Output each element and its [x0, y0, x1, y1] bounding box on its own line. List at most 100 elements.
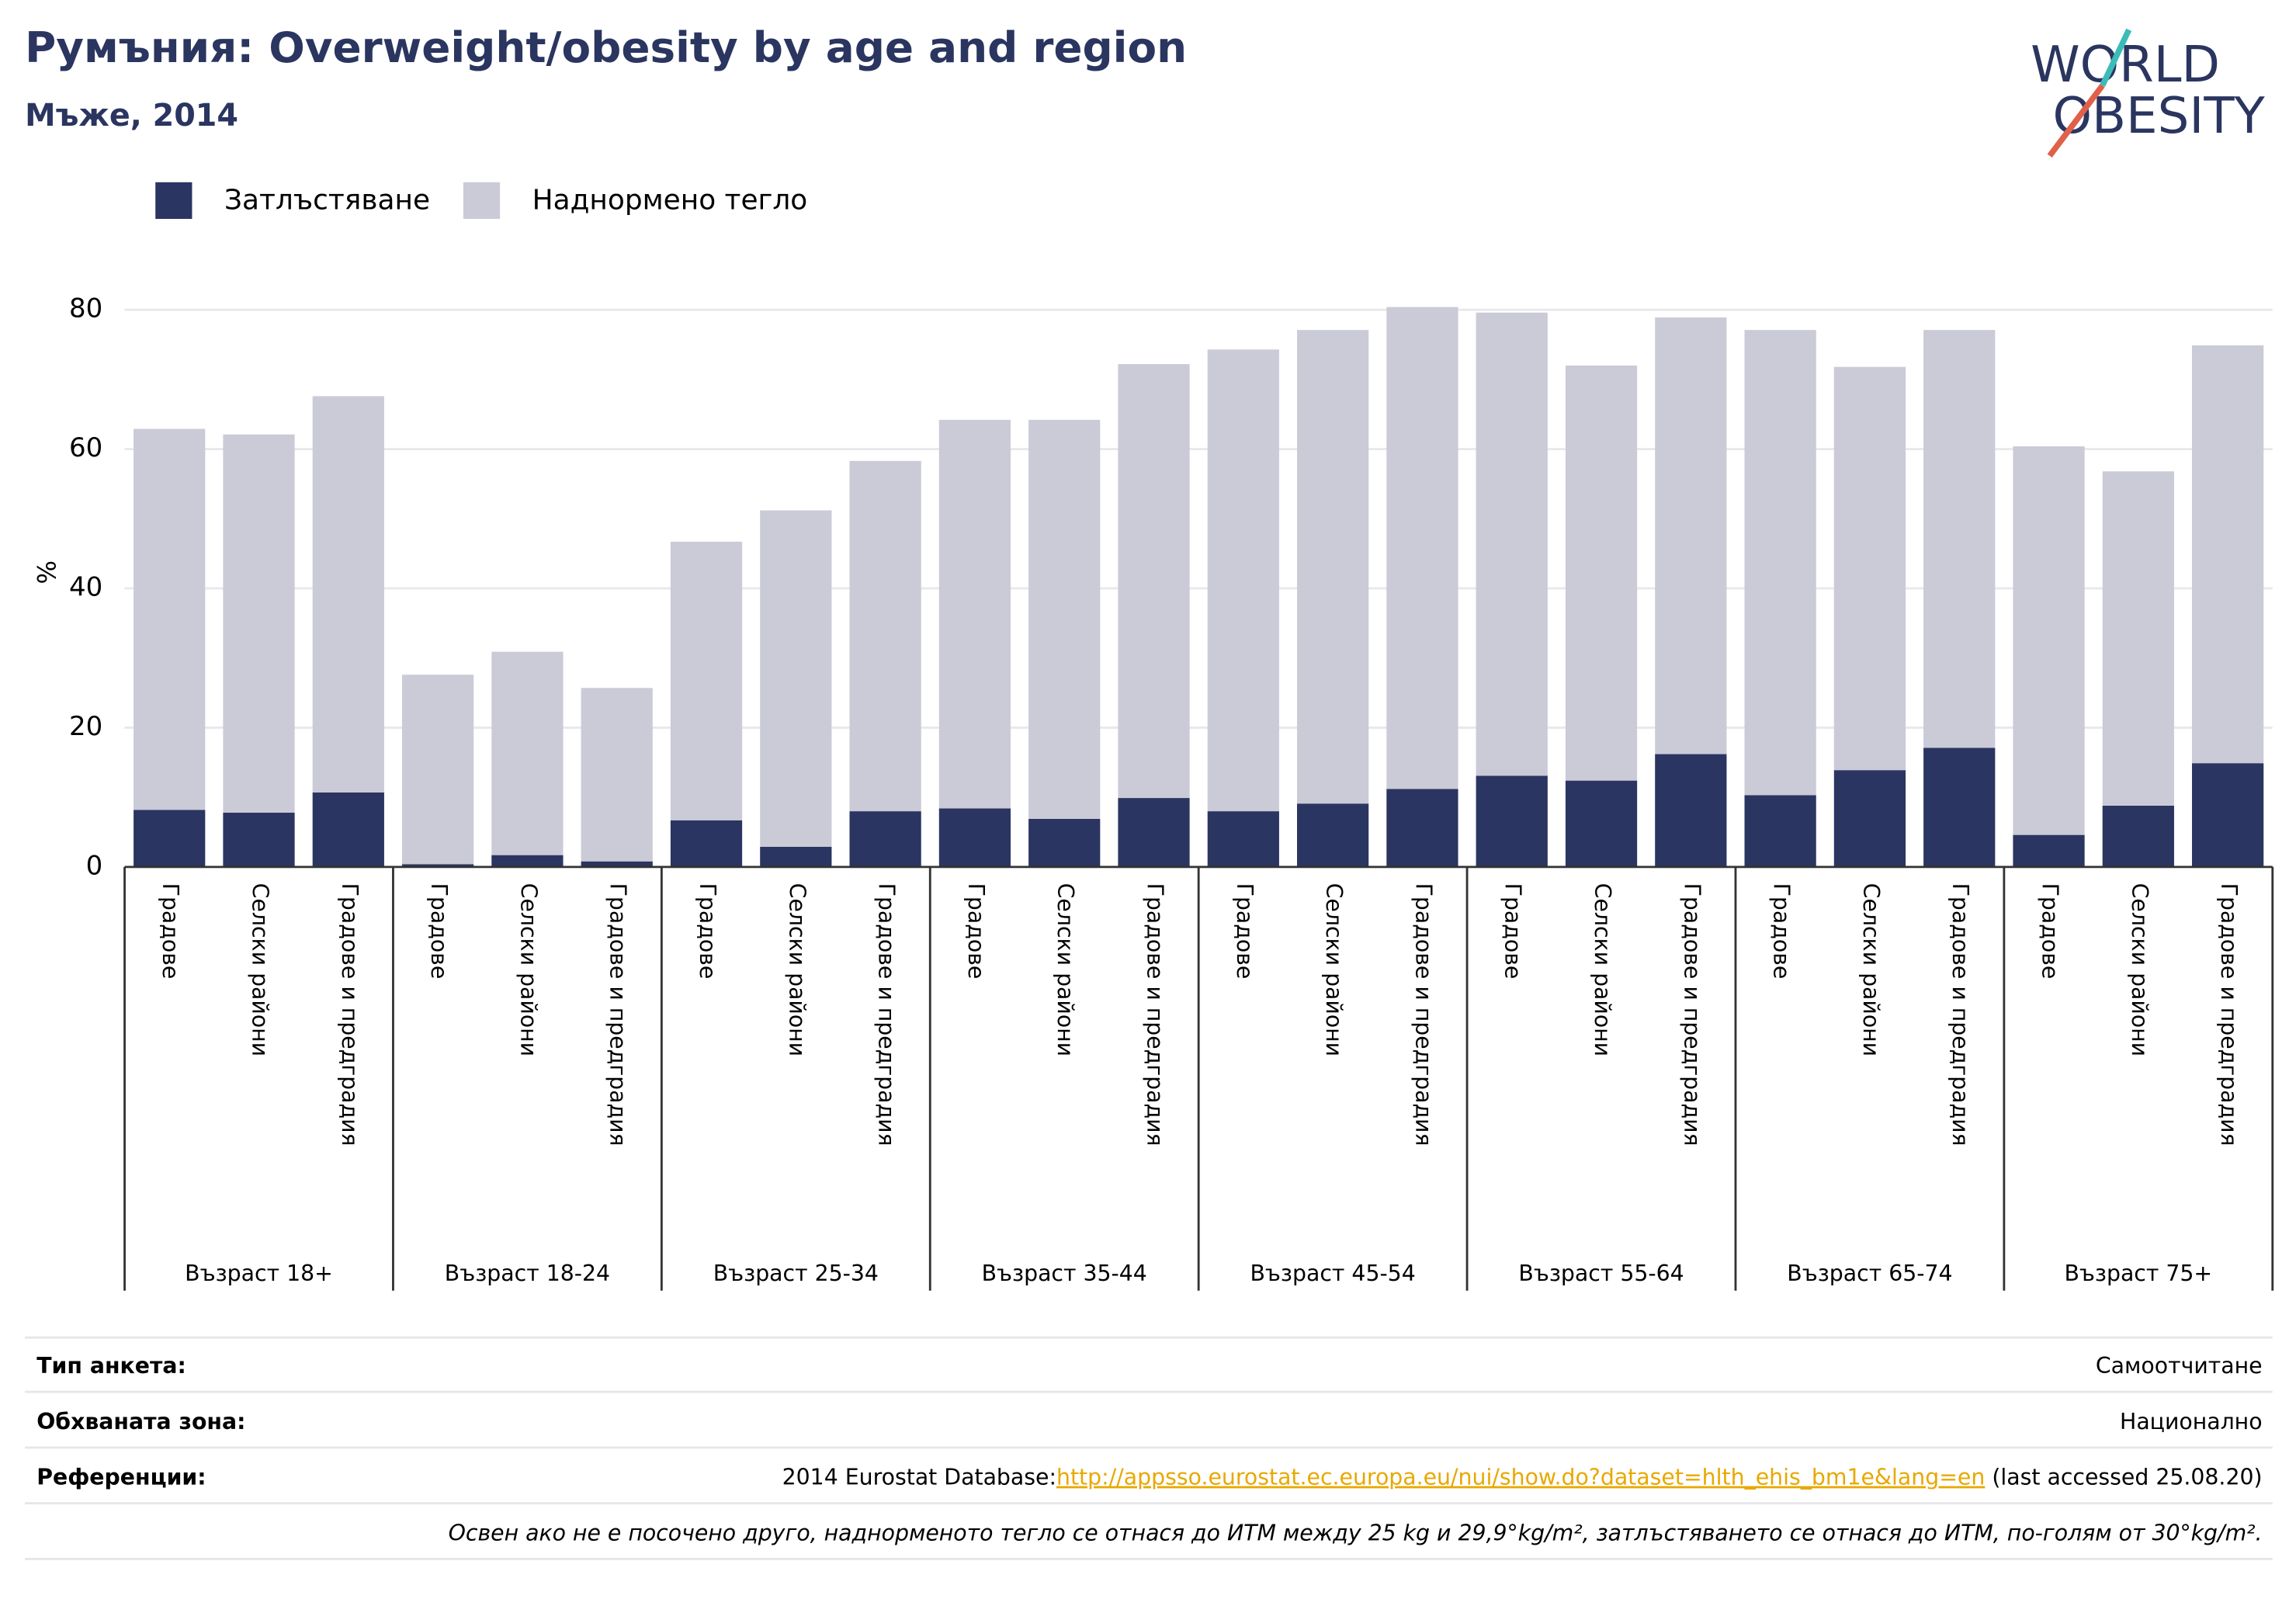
- ref-suffix: (last accessed 25.08.20): [1985, 1465, 2262, 1490]
- x-tick-label: Градове: [1769, 883, 1795, 980]
- x-tick-label: Градове: [1232, 883, 1257, 980]
- row-value: Самоотчитане: [2096, 1353, 2263, 1379]
- bar: [134, 810, 206, 867]
- x-tick-label: Селски райони: [784, 883, 810, 1056]
- bar: [670, 820, 743, 867]
- row-label: Референции:: [36, 1465, 206, 1490]
- bar: [491, 855, 564, 867]
- bar: [849, 811, 921, 867]
- x-tick-label: Градове: [963, 883, 989, 980]
- bar: [1386, 307, 1458, 789]
- legend-label: Наднормено тегло: [532, 184, 808, 216]
- group-label: Възраст 18+: [185, 1261, 333, 1286]
- logo-slash: [2100, 28, 2132, 87]
- bar: [1655, 754, 1727, 867]
- x-tick-label: Градове: [695, 883, 720, 980]
- legend-label: Затлъстяване: [224, 184, 430, 216]
- group-label: Възраст 45-54: [1250, 1261, 1415, 1286]
- bar: [2013, 446, 2085, 835]
- bar: [1386, 789, 1458, 867]
- y-tick-label: 80: [69, 293, 102, 324]
- x-tick-label: Градове и предградия: [1947, 883, 1973, 1146]
- row-label: Обхваната зона:: [36, 1409, 245, 1434]
- bar: [581, 688, 653, 862]
- logo: WORLD OBESITY: [2031, 28, 2266, 158]
- bar: [1028, 818, 1101, 867]
- bar: [1565, 365, 1638, 781]
- x-tick-label: Градове и предградия: [605, 883, 631, 1146]
- bar: [401, 864, 474, 867]
- x-tick-label: Градове: [2038, 883, 2063, 980]
- bar: [938, 419, 1011, 809]
- bar: [1476, 775, 1548, 867]
- ref-prefix: 2014 Eurostat Database:: [782, 1465, 1056, 1490]
- x-tick-label: Градове и предградия: [1143, 883, 1168, 1146]
- x-tick-label: Градове и предградия: [337, 883, 362, 1146]
- group-label: Възраст 18-24: [445, 1261, 610, 1286]
- bar: [1028, 419, 1101, 819]
- bar: [2192, 345, 2264, 764]
- logo-text: OBESITY: [2052, 87, 2265, 145]
- group-label: Възраст 65-74: [1787, 1261, 1952, 1286]
- bar: [760, 846, 832, 867]
- bar: [312, 792, 384, 867]
- bar: [938, 808, 1011, 867]
- bar: [1207, 349, 1279, 812]
- legend-swatch: [463, 182, 501, 219]
- group-label: Възраст 55-64: [1518, 1261, 1684, 1286]
- x-tick-label: Градове и предградия: [1679, 883, 1705, 1146]
- x-tick-label: Градове: [426, 883, 452, 980]
- bar: [1296, 330, 1369, 804]
- bar: [670, 541, 743, 820]
- bar: [2102, 805, 2174, 867]
- bar: [401, 675, 474, 865]
- bar: [1565, 780, 1638, 867]
- bar: [849, 460, 921, 812]
- bar: [1923, 330, 1996, 748]
- bar: [1744, 795, 1816, 867]
- note: Освен ако не е посочено друго, наднормен…: [449, 1520, 2263, 1545]
- ref-link[interactable]: http://appsso.eurostat.ec.europa.eu/nui/…: [1056, 1465, 1985, 1490]
- x-tick-label: Селски райони: [1858, 883, 1884, 1056]
- bar: [1833, 366, 1906, 771]
- chart-subtitle: Мъже, 2014: [25, 98, 238, 134]
- row-value: Национално: [2120, 1409, 2263, 1434]
- bar: [760, 510, 832, 847]
- bar: [312, 396, 384, 793]
- bar: [1476, 312, 1548, 776]
- chart-title: Румъния: Overweight/obesity by age and r…: [25, 23, 1187, 72]
- y-tick-label: 40: [69, 572, 102, 603]
- bar: [1655, 317, 1727, 754]
- x-tick-label: Селски райони: [1321, 883, 1347, 1056]
- x-tick-label: Селски райони: [1053, 883, 1078, 1056]
- x-tick-label: Селски райони: [2127, 883, 2152, 1056]
- logo-text: WORLD: [2031, 36, 2220, 94]
- legend-swatch: [155, 182, 192, 219]
- bar: [1833, 770, 1906, 867]
- bar: [223, 434, 295, 813]
- y-tick-label: 0: [86, 850, 103, 881]
- bar: [1207, 811, 1279, 867]
- bar: [491, 651, 564, 855]
- x-tick-label: Градове и предградия: [1410, 883, 1436, 1146]
- bar: [1118, 364, 1190, 799]
- group-label: Възраст 35-44: [982, 1261, 1147, 1286]
- bar: [2013, 834, 2085, 867]
- x-tick-label: Селски райони: [515, 883, 541, 1056]
- x-tick-label: Градове: [1500, 883, 1526, 980]
- group-label: Възраст 75+: [2064, 1261, 2212, 1286]
- bar: [134, 428, 206, 810]
- x-tick-label: Селски райони: [248, 883, 273, 1056]
- x-tick-label: Селски райони: [1590, 883, 1615, 1056]
- bar: [1296, 803, 1369, 867]
- group-label: Възраст 25-34: [713, 1261, 879, 1286]
- bar: [1923, 747, 1996, 867]
- logo-slash: [2047, 83, 2105, 158]
- row-label: Тип анкета:: [36, 1353, 186, 1379]
- bar: [223, 812, 295, 867]
- y-tick-label: 60: [69, 432, 102, 463]
- bar: [581, 861, 653, 867]
- bar: [2102, 471, 2174, 806]
- x-tick-label: Градове: [158, 883, 183, 980]
